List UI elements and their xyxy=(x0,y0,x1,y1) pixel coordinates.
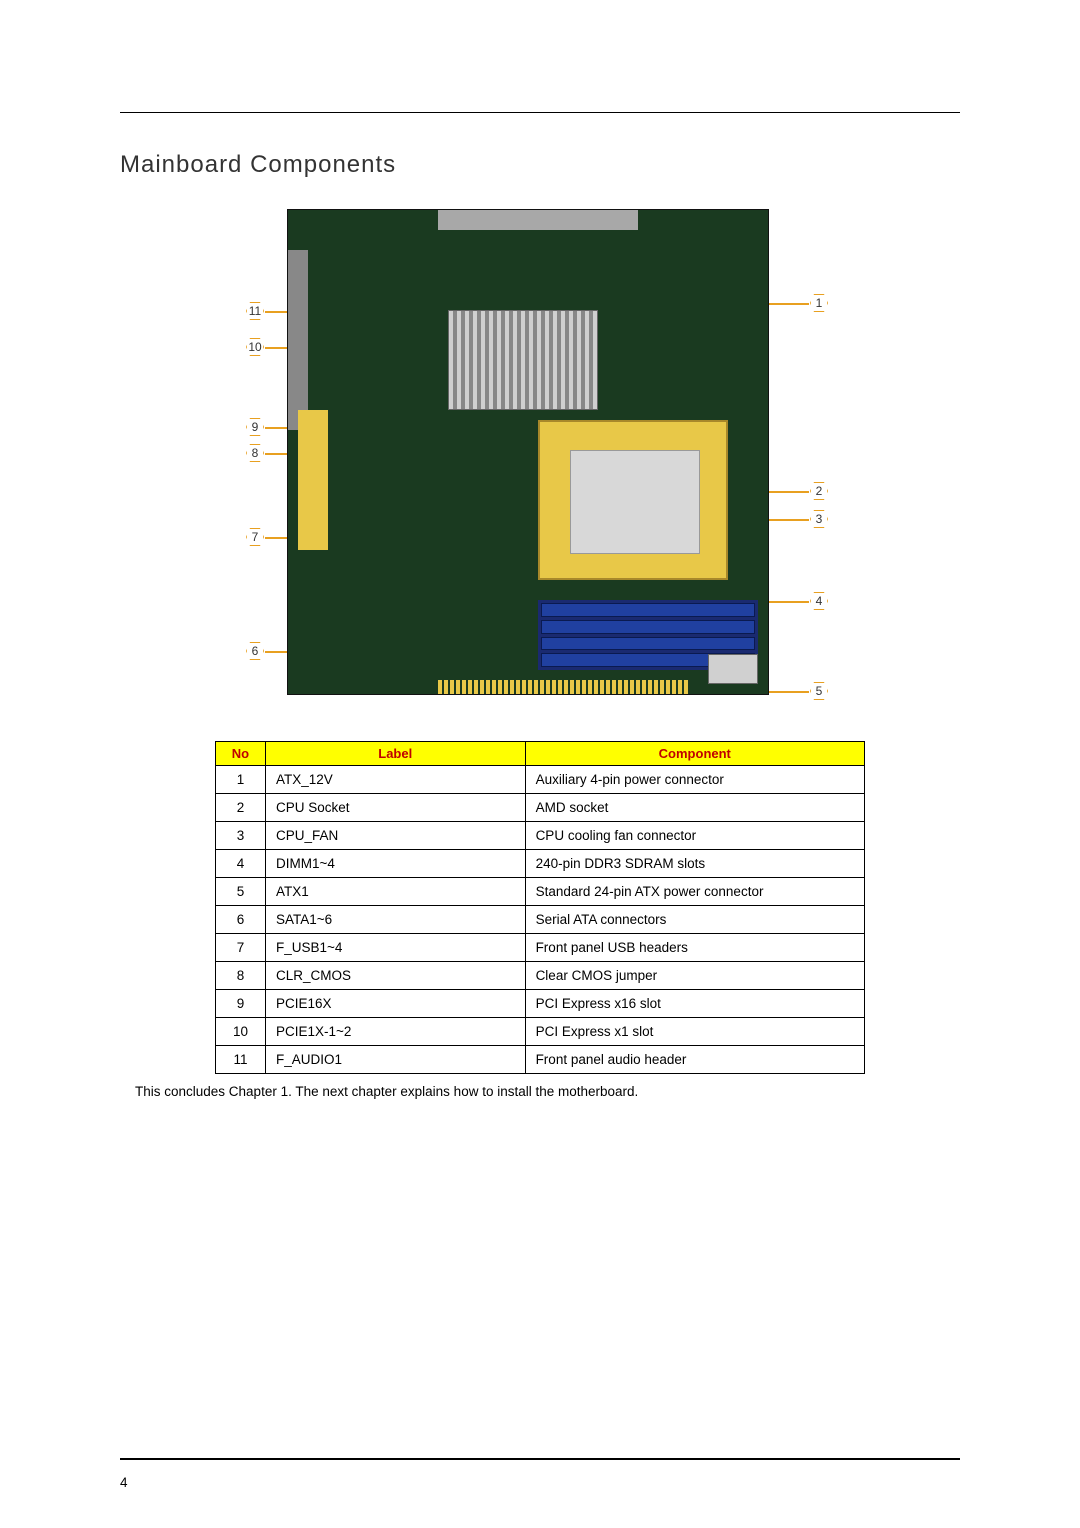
page: Mainboard Components 1234567891011 xyxy=(0,0,1080,1528)
callout-4: 4 xyxy=(809,591,829,611)
table-body: 1ATX_12VAuxiliary 4-pin power connector2… xyxy=(216,766,865,1074)
callout-leader xyxy=(265,537,287,539)
cell-label: CPU Socket xyxy=(265,794,525,822)
cell-label: CPU_FAN xyxy=(265,822,525,850)
callout-10: 10 xyxy=(245,337,265,357)
cell-component: AMD socket xyxy=(525,794,864,822)
callout-9: 9 xyxy=(245,417,265,437)
callout-leader xyxy=(265,311,287,313)
cell-label: PCIE16X xyxy=(265,990,525,1018)
callout-leader xyxy=(265,427,287,429)
cell-label: SATA1~6 xyxy=(265,906,525,934)
motherboard-diagram: 1 2 3 4 5 6 7 8 9 10 11 xyxy=(219,203,861,701)
cpu-socket-frame xyxy=(538,420,728,580)
table-row: 10PCIE1X-1~2 PCI Express x1 slot xyxy=(216,1018,865,1046)
cell-no: 11 xyxy=(216,1046,266,1074)
table-row: 9PCIE16XPCI Express x16 slot xyxy=(216,990,865,1018)
cell-component: 240-pin DDR3 SDRAM slots xyxy=(525,850,864,878)
cpu-socket-inner xyxy=(570,450,700,554)
table-row: 7F_USB1~4Front panel USB headers xyxy=(216,934,865,962)
chipset-heatsink xyxy=(448,310,598,410)
callout-leader xyxy=(769,691,809,693)
callout-leader xyxy=(769,303,809,305)
callout-1: 1 xyxy=(809,293,829,313)
table-header-component: Component xyxy=(525,742,864,766)
atx-power-connector xyxy=(708,654,758,684)
cell-no: 10 xyxy=(216,1018,266,1046)
rear-io-shield xyxy=(438,210,638,230)
callout-6: 6 xyxy=(245,641,265,661)
conclusion-text: This concludes Chapter 1. The next chapt… xyxy=(120,1084,960,1099)
cell-label: ATX1 xyxy=(265,878,525,906)
bottom-rule xyxy=(120,1458,960,1460)
ram-slot xyxy=(541,620,755,634)
callout-7: 7 xyxy=(245,527,265,547)
cell-label: F_AUDIO1 xyxy=(265,1046,525,1074)
table-row: 6SATA1~6Serial ATA connectors xyxy=(216,906,865,934)
components-table: No Label Component 1ATX_12VAuxiliary 4-p… xyxy=(215,741,865,1074)
table-row: 5ATX1Standard 24-pin ATX power connector xyxy=(216,878,865,906)
callout-2: 2 xyxy=(809,481,829,501)
front-panel-headers xyxy=(438,680,688,694)
cell-no: 5 xyxy=(216,878,266,906)
cell-no: 4 xyxy=(216,850,266,878)
cell-component: Front panel audio header xyxy=(525,1046,864,1074)
section-title: Mainboard Components xyxy=(120,151,960,179)
callout-leader xyxy=(265,651,287,653)
cell-component: Standard 24-pin ATX power connector xyxy=(525,878,864,906)
sata-area xyxy=(308,590,448,680)
cell-component: Front panel USB headers xyxy=(525,934,864,962)
callout-5: 5 xyxy=(809,681,829,701)
cell-label: DIMM1~4 xyxy=(265,850,525,878)
callout-11: 11 xyxy=(245,301,265,321)
cell-label: PCIE1X-1~2 xyxy=(265,1018,525,1046)
rear-ports xyxy=(288,250,308,430)
cell-component: Clear CMOS jumper xyxy=(525,962,864,990)
table-row: 11F_AUDIO1Front panel audio header xyxy=(216,1046,865,1074)
cell-component: PCI Express x16 slot xyxy=(525,990,864,1018)
table-row: 2CPU SocketAMD socket xyxy=(216,794,865,822)
top-rule xyxy=(120,112,960,113)
board-pcb xyxy=(287,209,769,695)
cell-component: CPU cooling fan connector xyxy=(525,822,864,850)
table-header-no: No xyxy=(216,742,266,766)
cell-label: ATX_12V xyxy=(265,766,525,794)
table-header-label: Label xyxy=(265,742,525,766)
callout-leader xyxy=(769,491,809,493)
callout-leader xyxy=(265,347,287,349)
callout-8: 8 xyxy=(245,443,265,463)
table-row: 8CLR_CMOSClear CMOS jumper xyxy=(216,962,865,990)
cell-no: 8 xyxy=(216,962,266,990)
table-row: 3CPU_FANCPU cooling fan connector xyxy=(216,822,865,850)
cell-label: F_USB1~4 xyxy=(265,934,525,962)
cell-label: CLR_CMOS xyxy=(265,962,525,990)
callout-3: 3 xyxy=(809,509,829,529)
page-number: 4 xyxy=(120,1475,128,1490)
cell-no: 1 xyxy=(216,766,266,794)
table-row: 1ATX_12VAuxiliary 4-pin power connector xyxy=(216,766,865,794)
callout-leader xyxy=(265,453,287,455)
table-header-row: No Label Component xyxy=(216,742,865,766)
ram-slot xyxy=(541,603,755,617)
table-row: 4DIMM1~4240-pin DDR3 SDRAM slots xyxy=(216,850,865,878)
ram-slot xyxy=(541,637,755,651)
cell-no: 3 xyxy=(216,822,266,850)
cell-no: 7 xyxy=(216,934,266,962)
pcie-slots xyxy=(298,410,328,550)
cell-component: PCI Express x1 slot xyxy=(525,1018,864,1046)
cell-component: Serial ATA connectors xyxy=(525,906,864,934)
cell-component: Auxiliary 4-pin power connector xyxy=(525,766,864,794)
callout-leader xyxy=(769,601,809,603)
callout-leader xyxy=(769,519,809,521)
cell-no: 6 xyxy=(216,906,266,934)
cell-no: 9 xyxy=(216,990,266,1018)
cell-no: 2 xyxy=(216,794,266,822)
